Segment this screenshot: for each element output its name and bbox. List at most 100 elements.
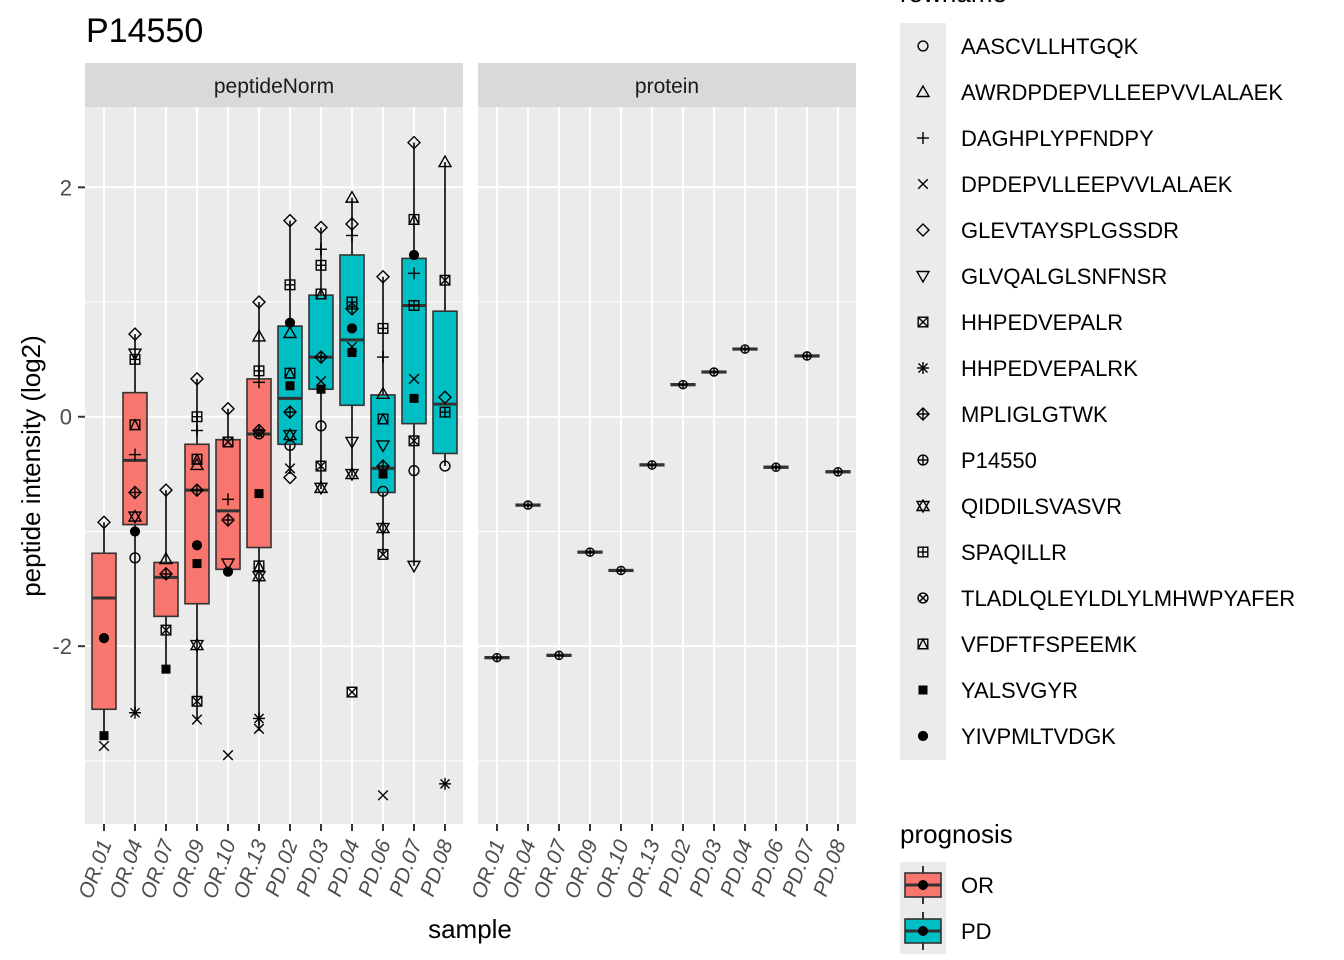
- y-tick-label: -2: [52, 634, 72, 659]
- legend-rowname-keys-bg: [900, 23, 946, 760]
- point-square-plus: [439, 406, 451, 418]
- box-or-07: [153, 490, 179, 670]
- point-circle-filled: [408, 249, 420, 261]
- point-square-filled: [99, 731, 109, 741]
- facet-strip-protein: [478, 63, 856, 107]
- box-body: [432, 310, 458, 455]
- box-body: [91, 552, 117, 711]
- protein-point: [740, 344, 750, 354]
- protein-point: [523, 500, 533, 510]
- point-square-cross: [222, 436, 234, 448]
- protein-point: [492, 652, 502, 663]
- box-body: [184, 443, 210, 605]
- facet-label-peptidenorm: peptideNorm: [214, 75, 334, 98]
- point-square-plus: [315, 259, 327, 271]
- legend-rowname-item: SPAQILLR: [961, 540, 1067, 565]
- protein-point: [647, 460, 657, 470]
- protein-layer: [484, 344, 851, 663]
- point-square-triangle: [408, 213, 420, 225]
- point-circle-filled: [284, 317, 296, 328]
- protein-or-10: [608, 565, 634, 576]
- protein-point: [616, 565, 626, 576]
- facet-strip-peptidenorm: [85, 63, 463, 107]
- point-square-filled: [409, 393, 419, 403]
- legend-prognosis: prognosis OR PD: [900, 819, 1013, 954]
- point-circle-open: [315, 420, 327, 432]
- protein-pd-04: [732, 344, 758, 354]
- legend-rowname-item: HHPEDVEPALR: [961, 310, 1123, 335]
- protein-point: [833, 467, 843, 477]
- point-circle-filled: [191, 540, 203, 551]
- legend-prognosis-title: prognosis: [900, 819, 1013, 849]
- point-square-triangle: [377, 412, 389, 425]
- point-triangle-open: [375, 386, 391, 399]
- legend-rowname-item: P14550: [961, 448, 1037, 473]
- legend-prognosis-dot: [918, 880, 928, 890]
- legend-rowname-key: [918, 685, 928, 695]
- legend-rowname-key: [917, 730, 929, 742]
- legend-rowname-key: [917, 546, 929, 558]
- point-triangle-open: [251, 329, 267, 342]
- point-triangle-open: [282, 325, 298, 339]
- legend-rowname-item: GLEVTAYSPLGSSDR: [961, 218, 1179, 243]
- point-plus: [129, 448, 141, 461]
- point-triangle-down-open: [406, 560, 422, 574]
- point-plus: [222, 493, 234, 506]
- protein-or-04: [515, 500, 541, 510]
- legend-rowname-key: [916, 223, 930, 237]
- point-square-cross: [346, 686, 358, 698]
- point-square-cross: [408, 435, 420, 447]
- legend-rowname-key: [915, 84, 931, 98]
- legend-prognosis-item: OR: [961, 873, 994, 898]
- point-cross: [346, 341, 358, 353]
- point-star-of-david: [344, 466, 360, 482]
- protein-or-01: [484, 652, 510, 663]
- legend-rowname-item: HHPEDVEPALRK: [961, 356, 1138, 381]
- facet-label-protein: protein: [635, 75, 699, 98]
- legend-rowname-item: QIDDILSVASVR: [961, 494, 1122, 519]
- protein-point: [585, 547, 595, 557]
- protein-or-07: [546, 650, 572, 661]
- protein-or-13: [639, 460, 665, 470]
- legend-rowname-title: rowname: [900, 0, 1007, 8]
- point-diamond-open: [376, 269, 390, 284]
- point-star-of-david: [251, 568, 267, 584]
- point-diamond-plus: [376, 459, 390, 474]
- box-pd-08: [432, 162, 458, 467]
- legend-rowname-item: AWRDPDEPVLLEEPVVLALAEK: [961, 80, 1283, 105]
- point-triangle-down-open: [127, 348, 143, 362]
- point-triangle-open: [158, 551, 174, 565]
- point-square-triangle: [284, 366, 296, 379]
- legend-rowname-key: [917, 637, 929, 650]
- point-square-filled: [192, 559, 202, 569]
- panel-peptidenorm: [85, 107, 463, 824]
- point-cross: [191, 714, 203, 725]
- legend-rowname-key: [917, 132, 929, 144]
- point-square-filled: [347, 348, 357, 358]
- point-square-plus: [191, 411, 203, 423]
- legend-rowname-key: [916, 407, 930, 421]
- legend-rowname-item: TLADLQLEYLDLYLMHWPYAFER: [961, 586, 1295, 611]
- point-circle-open: [377, 485, 389, 497]
- boxplot-layer: [91, 142, 458, 738]
- point-diamond-open: [283, 470, 297, 485]
- point-square-plus: [377, 322, 389, 334]
- y-tick-label: 0: [60, 405, 72, 430]
- point-plus: [377, 351, 389, 364]
- point-diamond-open: [283, 213, 297, 228]
- legend-rowname-item: MPLIGLGTWK: [961, 402, 1108, 427]
- point-cross: [315, 375, 327, 387]
- point-square-filled: [161, 664, 171, 674]
- point-square-plus: [284, 279, 296, 291]
- point-star-of-david: [375, 520, 391, 536]
- point-cross: [408, 373, 420, 385]
- legend-rowname-item: GLVQALGLSNFNSR: [961, 264, 1167, 289]
- legend-rowname-key: [917, 362, 929, 374]
- point-square-filled: [254, 489, 264, 499]
- point-diamond-plus: [190, 483, 204, 498]
- point-diamond-open: [252, 295, 266, 310]
- point-circle-filled: [129, 526, 141, 537]
- point-square-triangle: [253, 559, 265, 572]
- box-body: [308, 294, 334, 391]
- legend-rowname-item: YIVPMLTVDGK: [961, 724, 1116, 749]
